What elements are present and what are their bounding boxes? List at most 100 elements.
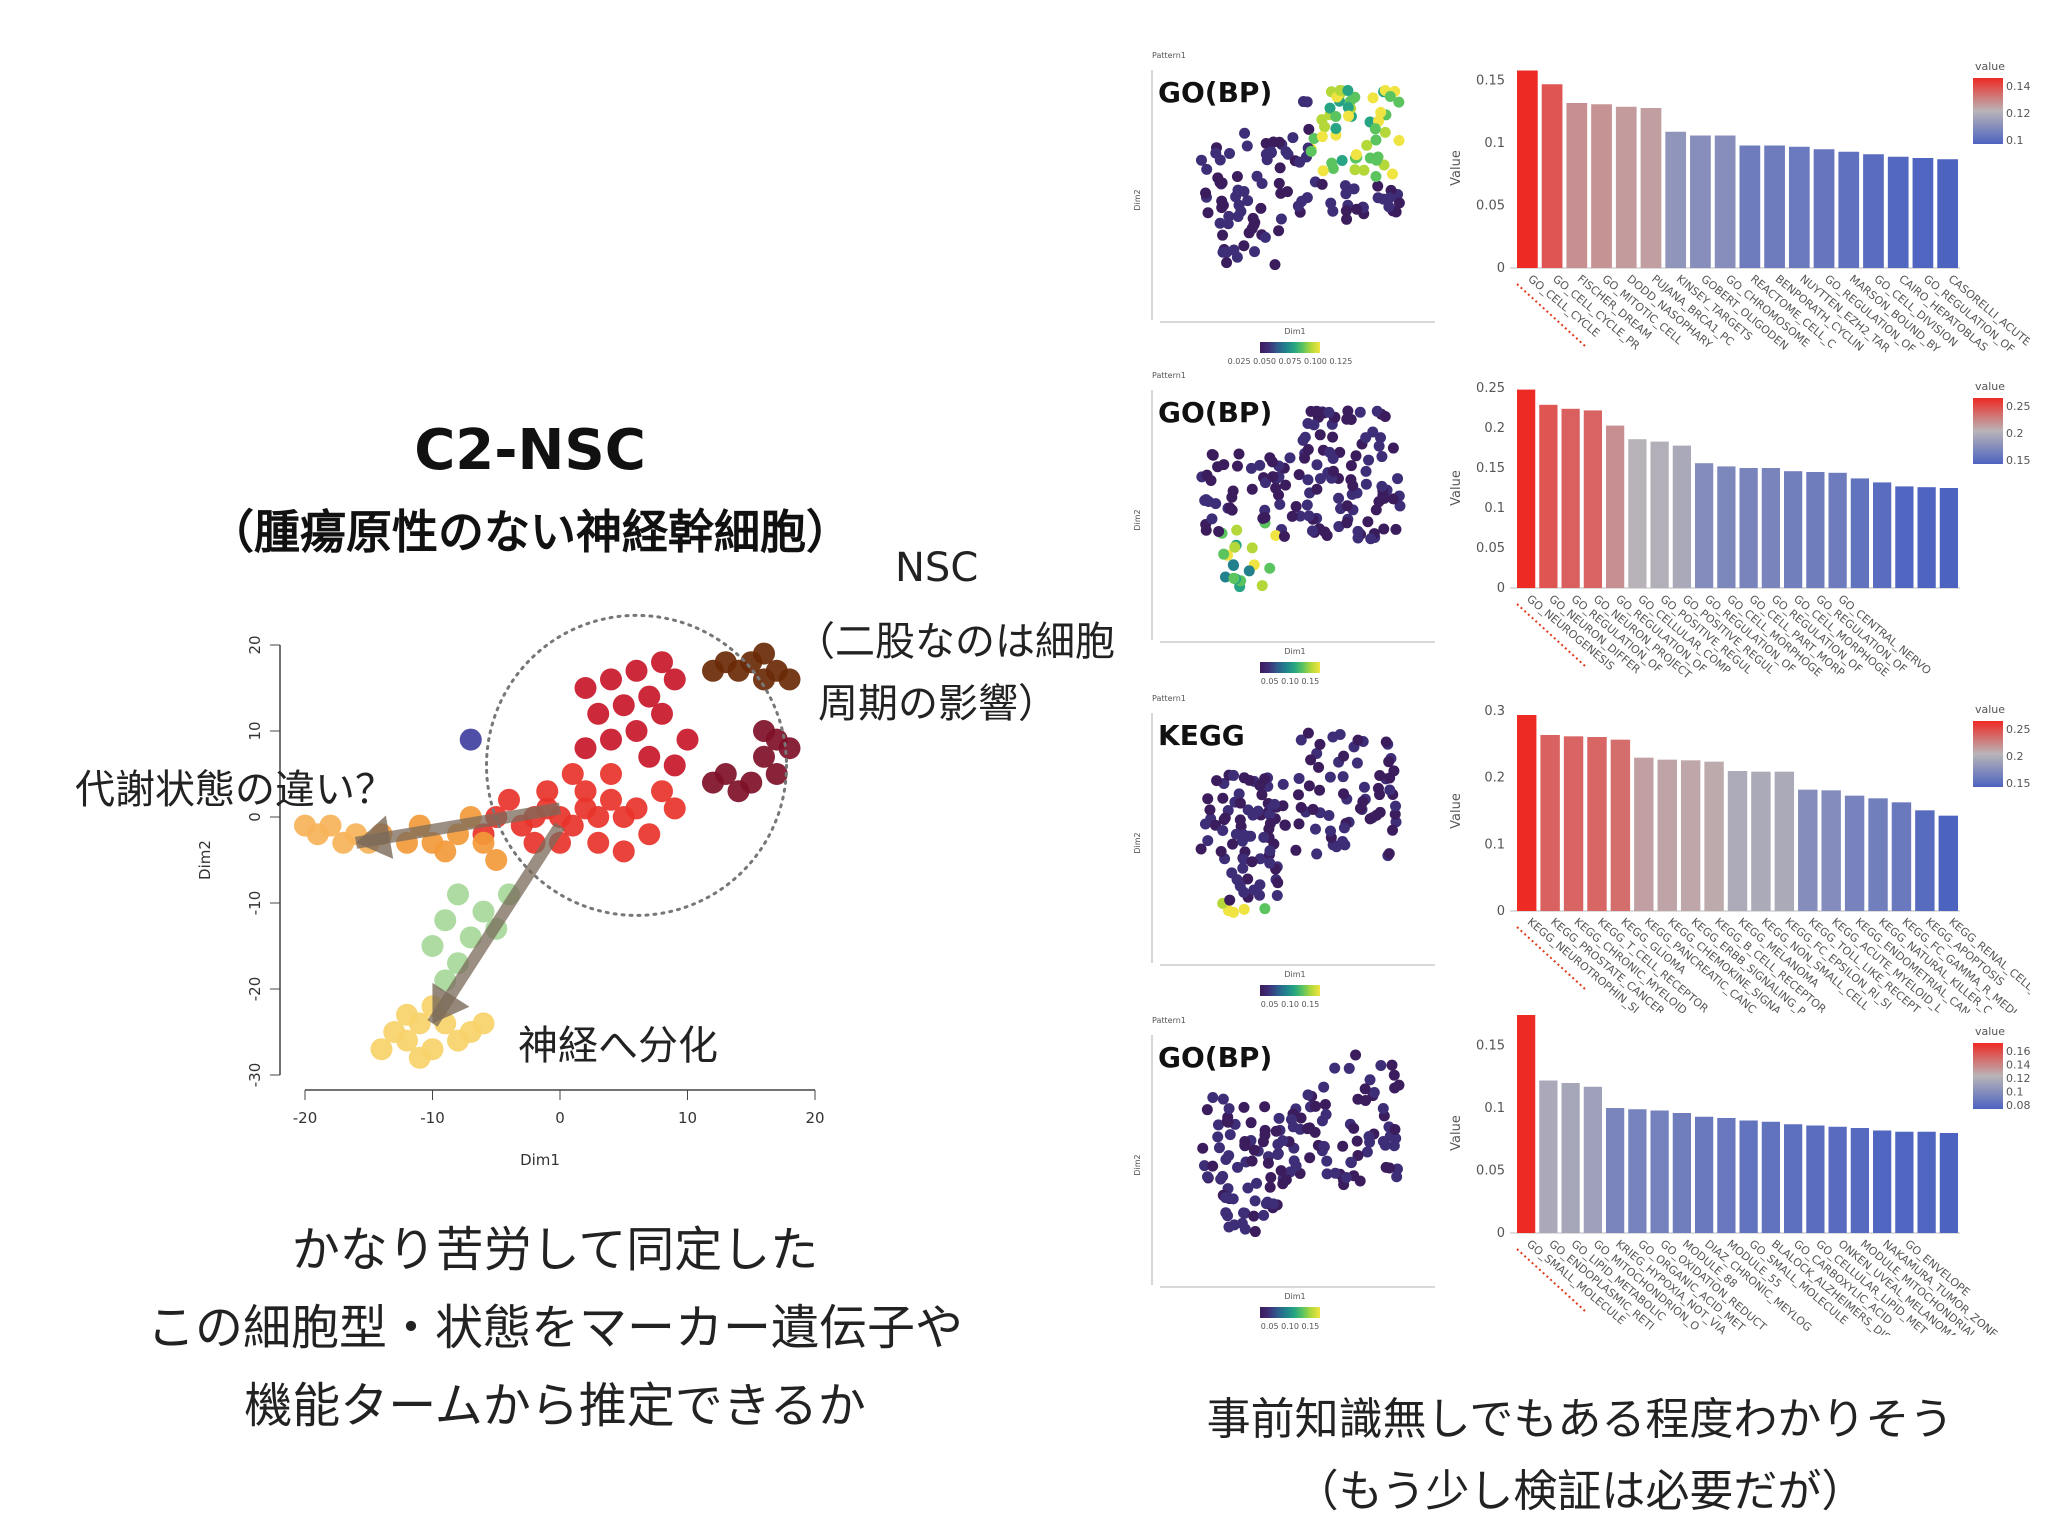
y-tick-label: -10 — [246, 891, 264, 916]
hex-cell — [1318, 1140, 1330, 1152]
hex-cell — [1350, 149, 1362, 161]
x-tick-label: -10 — [420, 1109, 445, 1127]
hex-cell — [1373, 440, 1385, 452]
hex-cell — [1323, 810, 1335, 822]
bar-chart: Value0.150.10.050GO_SMALL_MOLECULEGO_END… — [1449, 1015, 2000, 1335]
hex-cell — [1202, 1171, 1214, 1183]
hex-cell — [1227, 906, 1239, 918]
bar-y-tick: 0.15 — [1476, 1039, 1505, 1054]
hex-cell — [1258, 831, 1270, 843]
hex-cell — [1294, 156, 1306, 168]
hex-cell — [1223, 1221, 1235, 1233]
bar-chart: Value0.250.20.150.10.050GO_NEUROGENESISG… — [1449, 381, 1960, 682]
hex-cell — [1379, 410, 1391, 422]
hex-cell — [1285, 1113, 1297, 1125]
scatter-point — [396, 1003, 418, 1026]
hex-cell — [1218, 814, 1230, 826]
hex-cell — [1340, 205, 1352, 217]
hex-cell — [1262, 1157, 1274, 1169]
scatter-point — [408, 1046, 431, 1069]
scatter-point — [574, 780, 597, 803]
hex-cell — [1319, 1098, 1331, 1110]
hex-cell — [1239, 127, 1251, 139]
hex-cell — [1316, 114, 1328, 126]
arrow-head — [356, 815, 394, 859]
hex-cell — [1262, 1196, 1274, 1208]
scatter-point — [765, 763, 788, 785]
bar — [1717, 466, 1736, 588]
scatter-point — [472, 900, 495, 923]
bar — [1806, 472, 1825, 588]
bar — [1798, 789, 1818, 911]
bar — [1761, 1121, 1780, 1233]
hex-cell — [1254, 779, 1266, 791]
hex-cell — [1259, 477, 1271, 489]
scatter-point — [459, 728, 482, 751]
hex-cell — [1354, 406, 1366, 418]
legend-title: value — [1975, 703, 2005, 716]
bar-y-tick: 0 — [1497, 581, 1505, 596]
hex-cell — [1305, 145, 1317, 157]
bar — [1615, 106, 1637, 268]
bar — [1751, 771, 1771, 911]
hex-cell — [1314, 784, 1326, 796]
hex-cell — [1215, 1173, 1227, 1185]
hex-cell — [1202, 793, 1214, 805]
bar — [1695, 1116, 1714, 1233]
hex-cell — [1384, 1162, 1396, 1174]
bar — [1863, 154, 1884, 268]
hex-cell — [1218, 548, 1230, 560]
legend-tick: 0.25 — [2006, 723, 2030, 736]
scatter-point — [472, 1012, 495, 1035]
bar — [1828, 472, 1847, 588]
hex-cell — [1361, 139, 1373, 151]
left-caption-line-3: 機能タームから推定できるか — [244, 1378, 866, 1434]
hex-cell — [1293, 469, 1305, 481]
scatter-point — [498, 788, 520, 811]
hex-cell — [1375, 432, 1387, 444]
hex-cell — [1245, 462, 1257, 474]
bar — [1844, 795, 1865, 911]
hex-cell — [1388, 1069, 1400, 1081]
hex-cell — [1247, 212, 1259, 224]
hex-cell — [1246, 542, 1258, 554]
hex-cell — [1264, 1181, 1276, 1193]
hex-cell — [1316, 131, 1328, 143]
bar-y-tick: 0.05 — [1476, 199, 1505, 214]
hex-cell — [1327, 431, 1339, 443]
hex-cell — [1324, 102, 1336, 114]
bar — [1887, 156, 1909, 268]
umap-scatter-plot: -20 -10 0 10 20 20 10 0 -10 -20 -30 Dim1 Dim2 — [196, 613, 825, 1169]
hex-cell — [1270, 529, 1282, 541]
bar — [1561, 1083, 1580, 1233]
scatter-point — [434, 840, 457, 863]
hex-cell — [1222, 1116, 1234, 1128]
hex-cell — [1301, 192, 1313, 204]
scatter-point — [561, 814, 584, 837]
bar — [1517, 70, 1538, 268]
hex-cell — [1394, 500, 1406, 512]
hex-cell — [1327, 452, 1339, 464]
hex-cell — [1273, 225, 1285, 237]
hex-cell — [1365, 533, 1377, 545]
y-tick-label: -20 — [246, 977, 264, 1002]
trajectory-arrow — [427, 822, 566, 1027]
hex-cell — [1247, 809, 1259, 821]
hex-cell — [1376, 451, 1388, 463]
hex-cell — [1378, 523, 1390, 535]
bar — [1784, 1124, 1803, 1233]
hex-cell — [1342, 84, 1354, 96]
hex-cell — [1338, 788, 1350, 800]
hex-cell — [1265, 1172, 1277, 1184]
highlight-underline — [1516, 926, 1586, 990]
hex-cell — [1246, 222, 1258, 234]
legend-tick: 0.12 — [2006, 1072, 2030, 1085]
hex-cell — [1228, 572, 1240, 584]
bar — [1850, 478, 1869, 588]
bar — [1912, 158, 1934, 268]
hex-cell — [1212, 1131, 1224, 1143]
hex-cell — [1275, 213, 1287, 225]
hex-cell — [1384, 192, 1396, 204]
hex-cell — [1387, 442, 1399, 454]
